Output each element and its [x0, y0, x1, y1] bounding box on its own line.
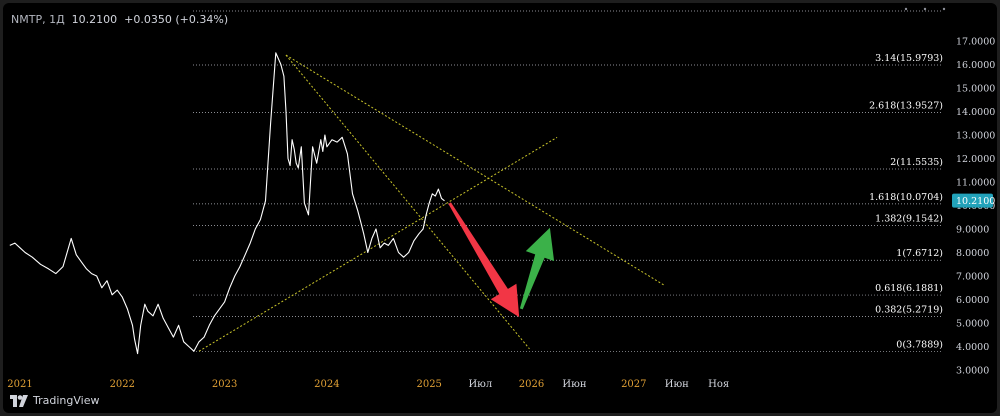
y-tick-label: 6.0000: [956, 295, 989, 306]
x-tick-label: 2023: [212, 379, 237, 390]
trend-lines: [198, 54, 665, 352]
up-arrow: [519, 227, 555, 310]
fib-level-label: 2(11.5535): [890, 157, 943, 168]
x-tick-label: 2024: [314, 379, 339, 390]
y-tick-label: 8.0000: [956, 248, 989, 259]
fib-level-label: 0.382(5.2719): [875, 305, 943, 316]
y-tick-label: 9.0000: [956, 225, 989, 236]
chart-window[interactable]: 3.14(15.9793) 2.618(13.9527) 2(11.5535) 1.6…: [3, 3, 997, 413]
level-lines: [193, 10, 943, 352]
fib-level-label: 1.618(10.0704): [869, 192, 943, 203]
fib-level-label: 2.618(13.9527): [869, 101, 943, 112]
trend-line: [198, 136, 558, 352]
price-axis: 3.0000 4.0000 5.0000 6.0000 7.0000 8.0000 9.00…: [952, 37, 995, 377]
level-labels: 3.14(15.9793) 2.618(13.9527) 2(11.5535) 1.6…: [869, 53, 943, 350]
x-tick-label: Июн: [665, 379, 689, 390]
price-line: [9, 52, 445, 355]
last-price-badge-label: 10.2100: [956, 196, 995, 207]
y-tick-label: 5.0000: [956, 319, 989, 330]
x-tick-label: Июн: [562, 379, 586, 390]
trend-line: [285, 54, 665, 286]
x-tick-label: 2021: [7, 379, 32, 390]
y-tick-label: 14.0000: [956, 107, 995, 118]
x-tick-label: 2026: [519, 379, 544, 390]
fib-level-label: 3.14(15.9793): [875, 53, 943, 64]
y-tick-label: 4.0000: [956, 342, 989, 353]
x-tick-label: Июл: [468, 379, 492, 390]
x-tick-label: 2022: [110, 379, 135, 390]
fib-level-label: 0(3.7889): [896, 339, 943, 350]
y-tick-label: 13.0000: [956, 131, 995, 142]
x-tick-label: 2025: [416, 379, 441, 390]
brand-name: TradingView: [33, 394, 100, 407]
symbol-name: NMTP, 1Д: [11, 13, 65, 26]
y-tick-label: 11.0000: [956, 178, 995, 189]
symbol-legend: NMTP, 1Д 10.2100 +0.0350 (+0.34%): [11, 13, 228, 26]
last-price-badge: [952, 193, 993, 208]
down-arrow: [448, 202, 520, 318]
price-chart[interactable]: 3.14(15.9793) 2.618(13.9527) 2(11.5535) 1.6…: [3, 3, 997, 413]
price-change: +0.0350 (+0.34%): [124, 13, 229, 26]
y-tick-label: 3.0000: [956, 366, 989, 377]
price-series: [9, 52, 445, 355]
brand[interactable]: TradingView: [10, 394, 99, 407]
fib-level-label: 1(7.6712): [896, 248, 943, 259]
trend-line: [285, 54, 530, 350]
tradingview-logo-icon: [10, 394, 28, 407]
forecast-arrows: [448, 202, 555, 318]
x-tick-label: 2027: [621, 379, 646, 390]
y-tick-label: 7.0000: [956, 272, 989, 283]
fib-level-label: 0.618(6.1881): [875, 283, 943, 294]
fib-level-label: 1.382(9.1542): [875, 213, 943, 224]
time-axis: 2021 2022 2023 2024 2025 Июл 2026 Июн 2027 Июн Ноя: [7, 379, 729, 390]
last-price: 10.2100: [71, 13, 118, 26]
y-tick-label: 17.0000: [956, 37, 995, 48]
y-tick-label: 15.0000: [956, 84, 995, 95]
y-tick-label: 16.0000: [956, 60, 995, 71]
more-dots-icon[interactable]: [902, 5, 948, 13]
x-tick-label: Ноя: [708, 379, 729, 390]
y-tick-label: 12.0000: [956, 154, 995, 165]
